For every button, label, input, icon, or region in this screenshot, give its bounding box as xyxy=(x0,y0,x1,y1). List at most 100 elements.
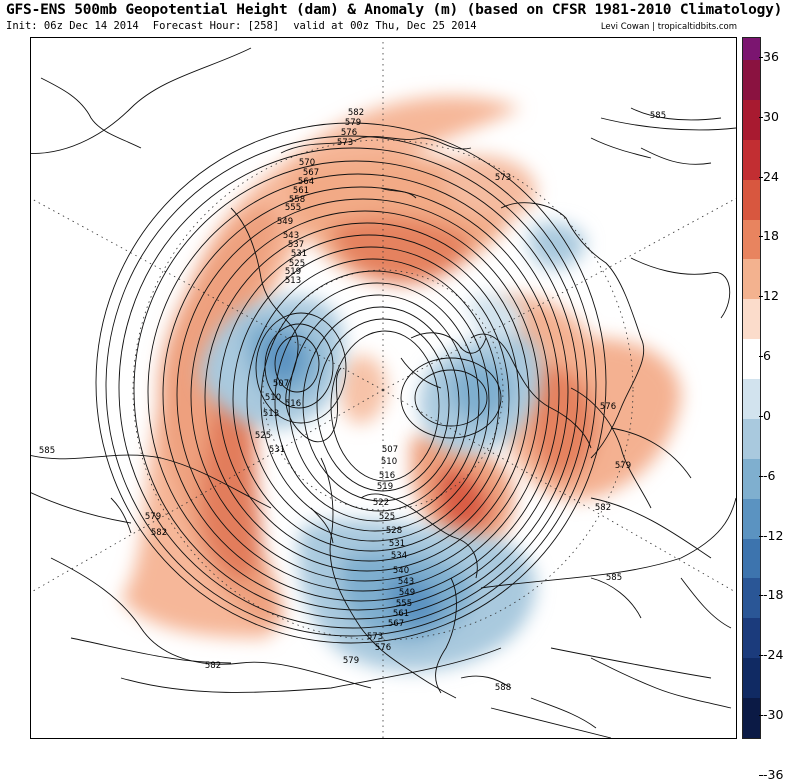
contour-label: 516 xyxy=(379,471,395,481)
contour-label: 567 xyxy=(303,168,319,178)
contour-label: 585 xyxy=(39,446,55,456)
colorbar-label: -36 xyxy=(763,766,784,782)
colorbar-label: 12 xyxy=(763,288,779,304)
contour-label: 573 xyxy=(337,138,353,148)
colorbar-tick xyxy=(759,535,763,537)
contour-label: 549 xyxy=(277,217,293,227)
contour-label: 564 xyxy=(298,177,314,187)
colorbar-label: -24 xyxy=(763,647,784,663)
valid-time: valid at 00z Thu, Dec 25 2014 xyxy=(293,20,477,32)
contour-label: 543 xyxy=(398,577,414,587)
forecast-hour: Forecast Hour: [258] xyxy=(152,20,280,32)
colorbar-segment xyxy=(743,379,760,420)
colorbar-segment xyxy=(743,458,760,499)
height-contours xyxy=(31,47,736,738)
contour-label: 573 xyxy=(495,173,511,183)
contour-label: 531 xyxy=(269,445,285,455)
contour-label: 582 xyxy=(595,503,611,513)
colorbar-tick xyxy=(759,116,763,118)
negative-anomaly-shading xyxy=(200,223,586,672)
contour-label: 582 xyxy=(151,528,167,538)
colorbar-segment xyxy=(743,38,760,60)
contour-label: 528 xyxy=(386,526,402,536)
colorbar-tick xyxy=(759,356,763,358)
graticule xyxy=(31,38,736,738)
colorbar-segment xyxy=(743,578,760,619)
contour-label: 513 xyxy=(285,276,301,286)
contour-label: 570 xyxy=(299,158,315,168)
contour-labels: 582 579 576 573 570 567 564 561 558 555 … xyxy=(39,108,666,693)
contour-label: 519 xyxy=(377,482,393,492)
colorbar-label: 30 xyxy=(763,108,779,124)
contour-label: 534 xyxy=(391,551,407,561)
contour-label: 507 xyxy=(382,445,398,455)
contour-label: 540 xyxy=(393,566,409,576)
contour-label: 561 xyxy=(293,186,309,196)
colorbar-segment xyxy=(743,418,760,459)
contour-label: 588 xyxy=(495,683,511,693)
colorbar-segment xyxy=(743,498,760,539)
contour-label: 513 xyxy=(263,409,279,419)
colorbar-tick xyxy=(759,655,763,657)
colorbar-segment xyxy=(743,139,760,180)
colorbar-segment xyxy=(743,179,760,220)
colorbar-segment xyxy=(743,538,760,579)
colorbar-label: -18 xyxy=(763,587,784,603)
contour-label: 585 xyxy=(606,573,622,583)
contour-label: 519 xyxy=(285,267,301,277)
contour-label: 576 xyxy=(600,402,616,412)
colorbar-label: 24 xyxy=(763,168,779,184)
colorbar-segment xyxy=(743,339,760,380)
colorbar-label: 18 xyxy=(763,228,779,244)
colorbar-segment xyxy=(743,299,760,340)
colorbar-tick xyxy=(759,595,763,597)
map-panel: 582 579 576 573 570 567 564 561 558 555 … xyxy=(30,37,737,739)
colorbar-label: -6 xyxy=(763,467,776,483)
colorbar-segment xyxy=(743,219,760,260)
colorbar-segment xyxy=(743,99,760,140)
contour-label: 543 xyxy=(283,231,299,241)
contour-label: 579 xyxy=(343,656,359,666)
contour-label: 582 xyxy=(348,108,364,118)
colorbar-segment xyxy=(743,658,760,699)
height-anomaly-map: 582 579 576 573 570 567 564 561 558 555 … xyxy=(31,38,736,738)
colorbar-tick xyxy=(759,176,763,178)
contour-label: 573 xyxy=(367,632,383,642)
contour-label: 531 xyxy=(389,539,405,549)
colorbar-tick xyxy=(759,415,763,417)
contour-label: 567 xyxy=(388,619,404,629)
colorbar-tick xyxy=(759,296,763,298)
colorbar-tick xyxy=(759,715,763,717)
contour-label: 558 xyxy=(289,195,305,205)
contour-label: 549 xyxy=(399,588,415,598)
contour-label: 561 xyxy=(393,609,409,619)
colorbar-label: 0 xyxy=(763,407,771,423)
colorbar-tick xyxy=(759,475,763,477)
contour-label: 525 xyxy=(255,431,271,441)
map-title: GFS-ENS 500mb Geopotential Height (dam) … xyxy=(6,2,783,18)
colorbar-label: 36 xyxy=(763,49,779,64)
contour-label: 537 xyxy=(288,240,304,250)
contour-label: 576 xyxy=(341,128,357,138)
contour-label: 585 xyxy=(650,111,666,121)
colorbar-tick xyxy=(759,774,763,776)
contour-label: 525 xyxy=(379,512,395,522)
contour-label: 579 xyxy=(615,461,631,471)
anomaly-colorbar xyxy=(742,37,761,739)
contour-label: 531 xyxy=(291,249,307,259)
contour-label: 576 xyxy=(375,643,391,653)
colorbar-segment xyxy=(743,259,760,300)
contour-label: 522 xyxy=(373,498,389,508)
contour-label: 555 xyxy=(396,599,412,609)
colorbar-label: 6 xyxy=(763,348,771,364)
init-time: Init: 06z Dec 14 2014 xyxy=(6,20,139,32)
colorbar-tick xyxy=(759,57,763,58)
contour-label: 579 xyxy=(345,118,361,128)
map-subtitle: Init: 06z Dec 14 2014 Forecast Hour: [258… xyxy=(6,20,491,32)
contour-label: 510 xyxy=(265,393,281,403)
contour-label: 525 xyxy=(289,259,305,269)
contour-label: 579 xyxy=(145,512,161,522)
credit-text: Levi Cowan | tropicaltidbits.com xyxy=(600,22,737,32)
contour-label: 555 xyxy=(285,203,301,213)
colorbar-label: -30 xyxy=(763,707,784,723)
